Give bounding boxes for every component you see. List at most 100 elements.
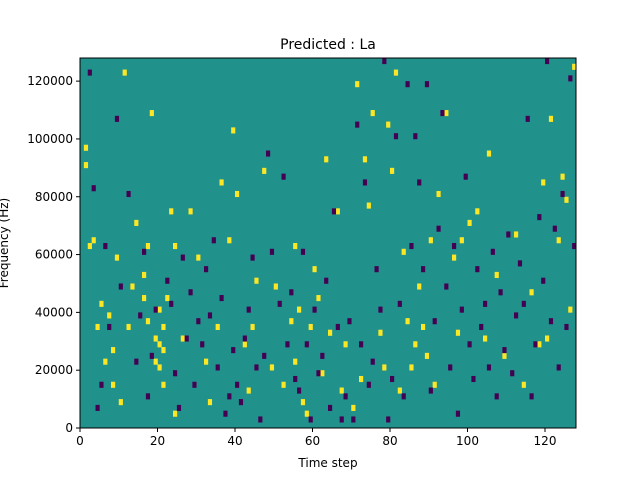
low-value-cell [568, 75, 573, 82]
high-value-cell [424, 352, 430, 359]
low-value-cell [87, 69, 92, 76]
high-value-cell [126, 323, 131, 331]
heatmap-cells [83, 58, 577, 423]
high-value-cell [293, 358, 298, 365]
high-value-cell [111, 347, 116, 354]
low-value-cell [393, 133, 399, 140]
y-tick-label: 100000 [27, 132, 73, 146]
low-value-cell [506, 231, 511, 238]
low-value-cell [207, 312, 213, 319]
high-value-cell [130, 283, 135, 290]
low-value-cell [165, 277, 170, 284]
high-value-cell [359, 375, 364, 383]
low-value-cell [514, 312, 519, 319]
high-value-cell [428, 237, 433, 244]
x-tick-label: 0 [76, 434, 84, 448]
low-value-cell [490, 248, 495, 255]
high-value-cell [452, 254, 457, 261]
high-value-cell [382, 364, 387, 371]
high-value-cell [157, 306, 162, 313]
low-value-cell [517, 260, 523, 267]
high-value-cell [459, 237, 464, 244]
low-value-cell [219, 295, 224, 302]
high-value-cell [153, 358, 158, 365]
low-value-cell [118, 283, 123, 290]
low-value-cell [134, 358, 139, 365]
low-value-cell [246, 306, 251, 313]
low-value-cell [339, 416, 344, 423]
high-value-cell [188, 208, 193, 215]
high-value-cell [572, 63, 577, 70]
low-value-cell [370, 358, 375, 365]
high-value-cell [142, 295, 147, 302]
low-value-cell [331, 208, 337, 215]
low-value-cell [184, 335, 189, 342]
low-value-cell [196, 318, 201, 325]
high-value-cell [157, 364, 162, 371]
y-tick-label: 0 [65, 421, 73, 435]
low-value-cell [188, 289, 193, 296]
plot-frame [79, 57, 577, 429]
low-value-cell [545, 58, 550, 65]
x-tick-label: 80 [382, 434, 397, 448]
low-value-cell [145, 393, 151, 400]
high-value-cell [134, 219, 139, 226]
y-tick-label: 20000 [35, 363, 73, 377]
low-value-cell [459, 306, 464, 313]
high-value-cell [142, 271, 147, 278]
high-value-cell [514, 231, 519, 238]
high-value-cell [328, 329, 333, 336]
low-value-cell [308, 416, 313, 423]
low-value-cell [351, 416, 356, 423]
low-value-cell [455, 410, 461, 417]
low-value-cell [390, 375, 395, 383]
low-value-cell [316, 370, 321, 377]
high-value-cell [568, 306, 573, 313]
y-tick-label: 40000 [35, 305, 73, 319]
high-value-cell [91, 237, 96, 244]
high-value-cell [99, 300, 104, 307]
high-value-cell [444, 110, 449, 117]
low-value-cell [281, 173, 286, 180]
high-value-cell [161, 381, 166, 388]
low-value-cell [262, 352, 267, 359]
high-value-cell [413, 341, 418, 348]
high-value-cell [560, 173, 565, 180]
chart-title: Predicted : La [280, 37, 376, 53]
high-value-cell [308, 323, 313, 331]
low-value-cell [142, 248, 147, 255]
high-value-cell [111, 381, 116, 388]
high-value-cell [107, 312, 112, 319]
high-value-cell [455, 329, 461, 336]
low-value-cell [250, 254, 255, 261]
high-value-cell [417, 283, 422, 290]
low-value-cell [153, 306, 158, 313]
low-value-cell [401, 393, 406, 400]
low-value-cell [200, 341, 205, 348]
low-value-cell [103, 243, 108, 250]
high-value-cell [564, 196, 569, 203]
high-value-cell [421, 323, 426, 331]
high-value-cell [219, 179, 224, 186]
low-value-cell [494, 393, 499, 400]
low-value-cell [529, 393, 534, 400]
high-value-cell [173, 410, 178, 417]
high-value-cell [87, 243, 92, 250]
high-value-cell [405, 318, 410, 325]
low-value-cell [359, 341, 364, 348]
low-value-cell [114, 115, 120, 122]
high-value-cell [157, 341, 162, 348]
low-value-cell [235, 381, 240, 388]
low-value-cell [192, 381, 197, 388]
high-value-cell [541, 179, 546, 186]
high-value-cell [545, 335, 550, 342]
high-value-cell [246, 387, 251, 394]
low-value-cell [548, 318, 554, 325]
high-value-cell [269, 364, 275, 371]
high-value-cell [362, 156, 368, 163]
high-value-cell [320, 370, 325, 377]
low-value-cell [444, 283, 449, 290]
high-value-cell [122, 69, 127, 76]
high-value-cell [316, 295, 321, 302]
